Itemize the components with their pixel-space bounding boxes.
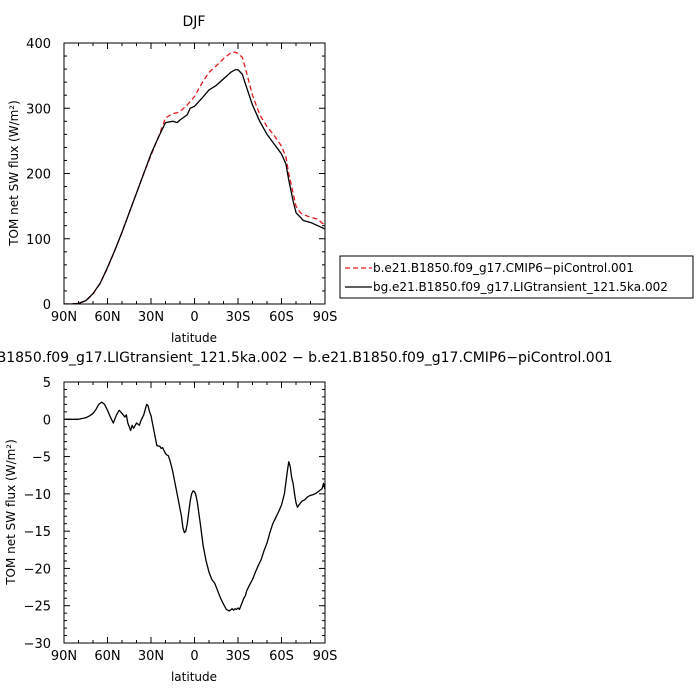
bottom-y-tick-label: −15 [24,525,51,540]
top-x-tick-label: 30S [226,310,251,325]
bottom-x-tick-label: 90N [51,649,77,664]
top-x-tick-label: 90S [313,310,338,325]
bottom-x-tick-label: 90S [313,649,338,664]
bottom-x-tick-label: 60S [269,649,294,664]
legend-label-series-1: b.e21.B1850.f09_g17.CMIP6−piControl.001 [373,261,634,275]
top-panel-axes: 90N 60N 30N 0 30S 60S 90S 0 100 200 300 400 [26,37,337,325]
top-y-tick-label: 100 [26,233,51,248]
top-y-tick-label: 400 [26,37,51,52]
top-x-tick-label: 60S [269,310,294,325]
bottom-y-tick-label: −20 [24,562,51,577]
bottom-x-tick-label: 30S [226,649,251,664]
top-x-tick-label: 30N [138,310,164,325]
bottom-panel-title: bg.e21.B1850.f09_g17.LIGtransient_121.5k… [0,350,613,366]
bottom-series-line-1 [64,401,325,612]
top-panel-x-axis-label: latitude [171,331,217,345]
bottom-x-tick-label: 30N [138,649,164,664]
legend-label-series-2: bg.e21.B1850.f09_g17.LIGtransient_121.5k… [373,280,668,294]
bottom-y-tick-label: −30 [24,637,51,652]
top-x-tick-label: 0 [190,310,198,325]
bottom-panel-frame [63,381,326,644]
top-panel-frame [63,42,326,305]
top-panel-y-axis-label: TOM net SW flux (W/m²) [7,100,21,247]
bottom-y-tick-label: −25 [24,600,51,615]
legend-box [339,255,694,299]
bottom-panel-y-axis-label: TOM net SW flux (W/m²) [4,439,18,586]
top-y-tick-label: 300 [26,102,51,117]
top-y-tick-label: 200 [26,168,51,183]
top-panel: DJF 90N 60N 30N 0 30S 60S 90S 0 100 200 300 400 lat… [7,14,694,345]
top-panel-title: DJF [183,14,206,30]
top-series-line-1 [64,51,325,304]
top-x-tick-label: 90N [51,310,77,325]
bottom-panel-plot-area [64,401,325,612]
top-series-line-2 [64,69,325,304]
bottom-y-tick-label: 5 [43,376,51,391]
bottom-y-tick-label: −10 [24,488,51,503]
top-x-tick-label: 60N [94,310,120,325]
bottom-panel: bg.e21.B1850.f09_g17.LIGtransient_121.5k… [0,350,613,684]
bottom-panel-x-axis-label: latitude [171,670,217,684]
bottom-x-tick-label: 60N [94,649,120,664]
bottom-y-tick-label: 0 [43,413,51,428]
bottom-panel-axes: 90N 60N 30N 0 30S 60S 90S 5 0 −5 −10 −15 −20 −25 −30 [24,376,338,664]
legend: b.e21.B1850.f09_g17.CMIP6−piControl.001 … [339,255,694,299]
bottom-x-tick-label: 0 [190,649,198,664]
top-panel-plot-area [64,51,325,304]
top-y-tick-label: 0 [43,298,51,313]
bottom-y-tick-label: −5 [32,451,51,466]
